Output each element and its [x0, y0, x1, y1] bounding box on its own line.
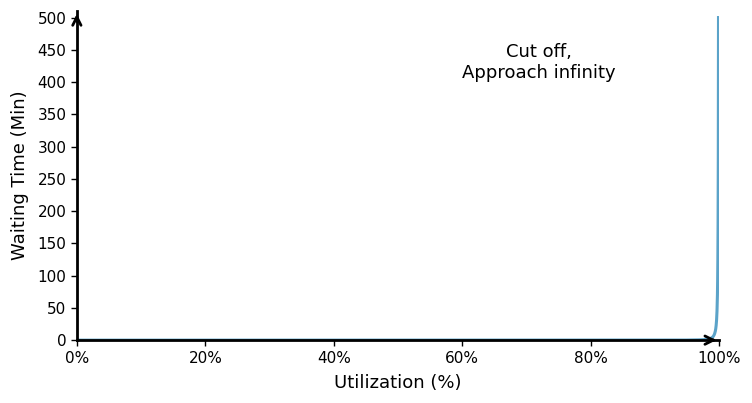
X-axis label: Utilization (%): Utilization (%) [334, 374, 462, 392]
Y-axis label: Waiting Time (Min): Waiting Time (Min) [11, 91, 29, 260]
Text: Cut off,
Approach infinity: Cut off, Approach infinity [462, 44, 616, 82]
